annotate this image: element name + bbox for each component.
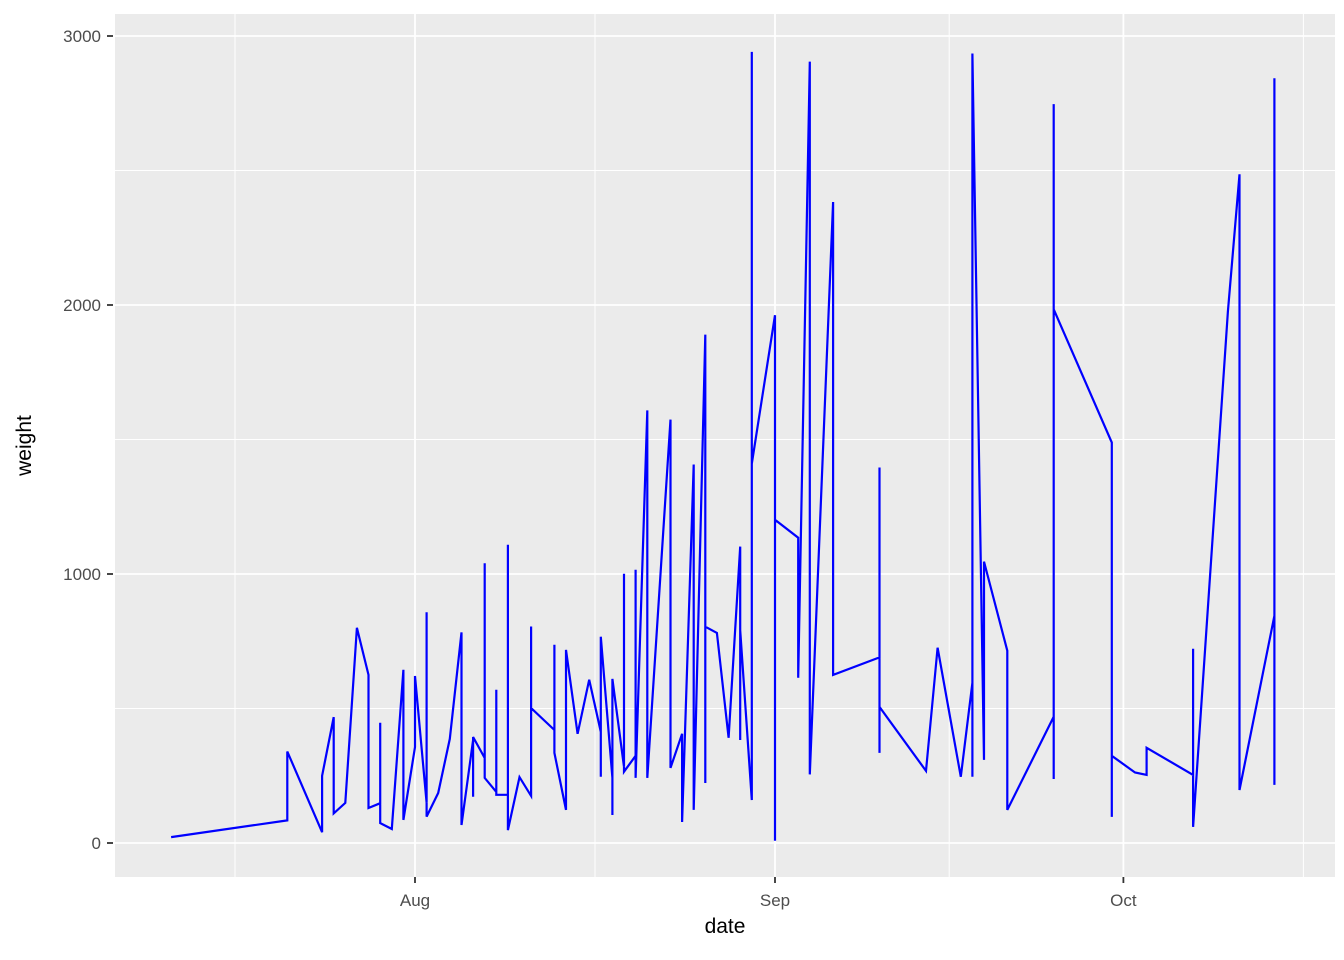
x-tick-label: Sep xyxy=(760,891,790,910)
plot-panel xyxy=(115,14,1335,877)
x-axis-title: date xyxy=(704,915,746,938)
weight-line xyxy=(170,51,1276,841)
y-tick-label: 3000 xyxy=(63,27,101,46)
y-axis-title: weight xyxy=(13,415,36,476)
y-tick-label: 2000 xyxy=(63,296,101,315)
y-tick-label: 1000 xyxy=(63,565,101,584)
x-tick-label: Aug xyxy=(400,891,430,910)
x-tick-label: Oct xyxy=(1110,891,1137,910)
y-tick-label: 0 xyxy=(92,834,101,853)
